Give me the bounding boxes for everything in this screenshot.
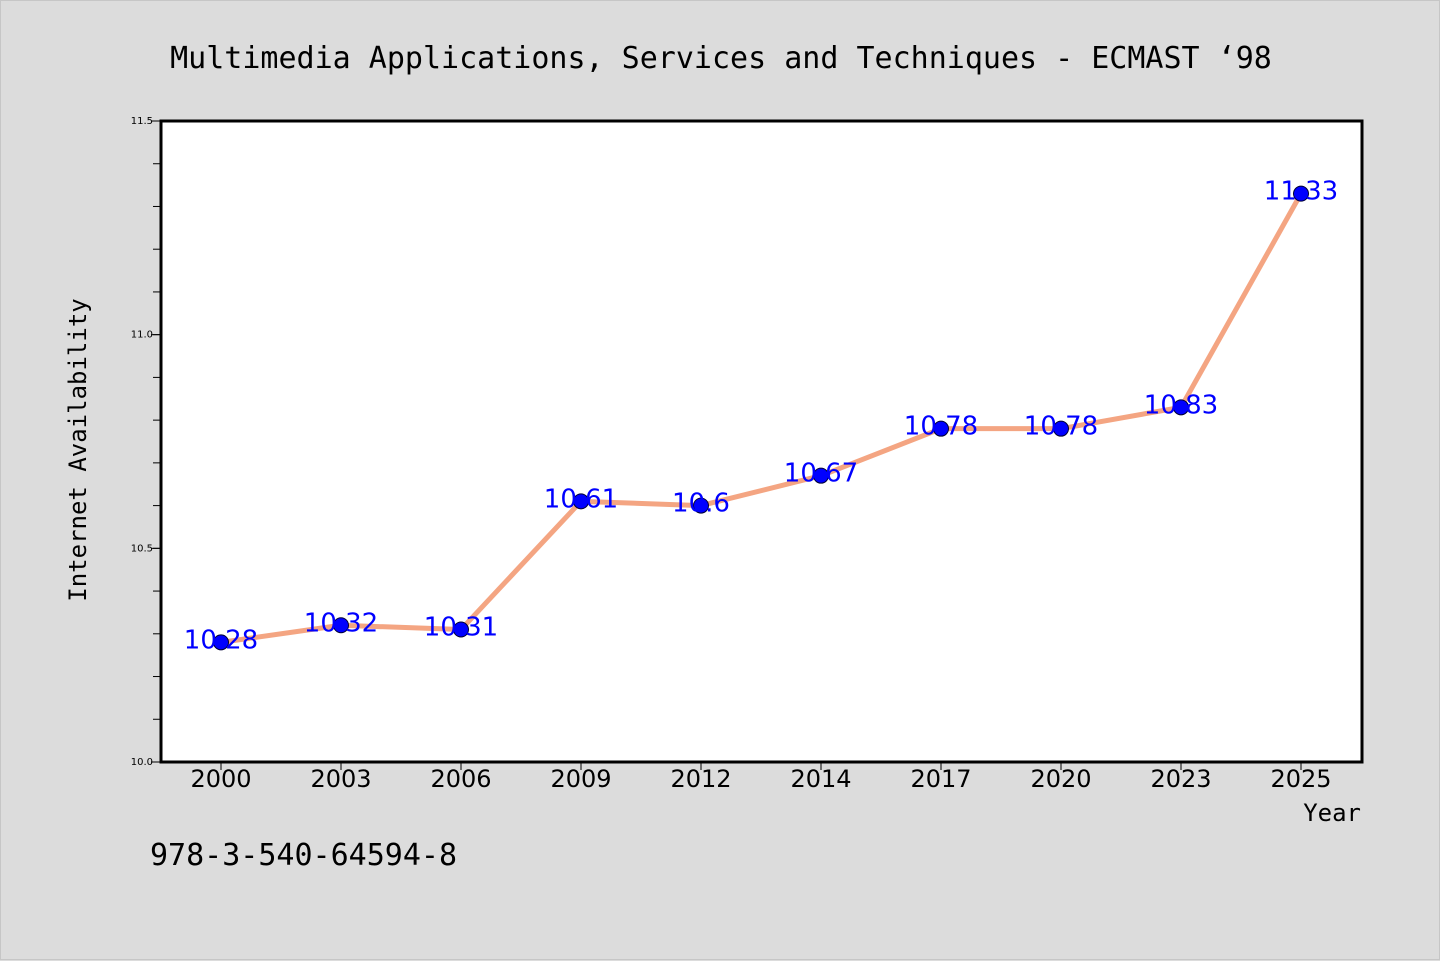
data-point bbox=[573, 493, 589, 510]
data-point bbox=[1173, 399, 1189, 416]
data-label: 10.28 bbox=[184, 625, 258, 655]
plot-area bbox=[159, 119, 1364, 764]
x-tick-label: 2014 bbox=[790, 765, 851, 793]
data-label: 10.6 bbox=[672, 489, 730, 519]
x-tick-label: 2003 bbox=[310, 765, 371, 793]
x-tick-label: 2012 bbox=[670, 765, 731, 793]
data-point bbox=[213, 634, 229, 651]
y-tick-label: 11.0 bbox=[131, 330, 153, 341]
data-label: 10.32 bbox=[304, 608, 378, 638]
x-axis-label: Year bbox=[1303, 799, 1361, 827]
data-label: 10.31 bbox=[424, 613, 498, 643]
data-label: 10.78 bbox=[1024, 412, 1098, 442]
data-label: 10.83 bbox=[1144, 390, 1218, 420]
data-point bbox=[693, 497, 709, 514]
x-tick-label: 2009 bbox=[550, 765, 611, 793]
data-point bbox=[933, 420, 949, 437]
chart-title: Multimedia Applications, Services and Te… bbox=[170, 41, 1272, 76]
data-point bbox=[453, 621, 469, 638]
data-point bbox=[813, 467, 829, 484]
data-points bbox=[213, 185, 1309, 651]
footnote-isbn: 978-3-540-64594-8 bbox=[150, 838, 457, 873]
x-tick-label: 2006 bbox=[430, 765, 491, 793]
x-tick-label: 2020 bbox=[1030, 765, 1091, 793]
data-label: 10.78 bbox=[904, 412, 978, 442]
data-label: 10.67 bbox=[784, 459, 858, 489]
y-tick-label: 11.5 bbox=[131, 116, 153, 127]
y-tick-label: 10.5 bbox=[131, 543, 153, 554]
y-axis-ticks: 10.0 10.5 11.0 11.5 bbox=[131, 116, 161, 768]
y-tick-label: 10.0 bbox=[131, 757, 153, 768]
data-label: 11.33 bbox=[1264, 177, 1338, 207]
data-point bbox=[1053, 420, 1069, 437]
data-point bbox=[333, 617, 349, 634]
x-axis-ticks: 2000 2003 2006 2009 2012 2014 2017 2020 2023 2025 bbox=[190, 762, 1332, 793]
x-tick-label: 2025 bbox=[1270, 765, 1331, 793]
x-tick-label: 2017 bbox=[910, 765, 971, 793]
series-line bbox=[220, 192, 1304, 645]
data-labels: 10.28 10.32 10.31 10.61 10.6 10.67 10.78 10.78 1… bbox=[184, 177, 1338, 656]
x-tick-label: 2000 bbox=[190, 765, 251, 793]
data-point bbox=[1293, 185, 1309, 202]
x-tick-label: 2023 bbox=[1150, 765, 1211, 793]
y-axis-label: Internet Availability bbox=[64, 298, 92, 601]
data-label: 10.61 bbox=[544, 484, 618, 514]
